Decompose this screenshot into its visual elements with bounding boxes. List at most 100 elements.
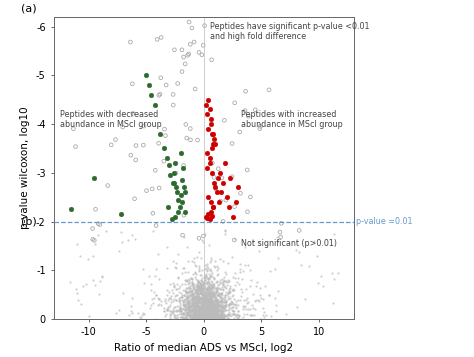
Point [177, 295, 185, 300]
Point [207, 315, 214, 321]
Point [202, 313, 210, 319]
Point [202, 313, 210, 319]
Point [183, 307, 191, 312]
Point [223, 194, 231, 200]
Point [194, 299, 201, 305]
Point [194, 293, 202, 299]
Point [197, 282, 204, 288]
Point [214, 313, 221, 319]
Point [198, 306, 205, 312]
Point [204, 312, 212, 318]
Point [256, 316, 264, 321]
Point [113, 310, 120, 316]
Point [176, 307, 184, 312]
Point [171, 305, 178, 310]
Point [184, 315, 191, 321]
Point [212, 301, 219, 307]
Point [218, 286, 225, 292]
Point [201, 298, 209, 304]
Point [208, 300, 216, 305]
Point [200, 299, 207, 305]
Point [200, 315, 207, 320]
Point [181, 234, 188, 240]
Point [190, 305, 198, 310]
Point [210, 311, 218, 317]
Point [193, 307, 201, 313]
Point [202, 288, 210, 293]
Point [176, 204, 183, 210]
Point [194, 283, 202, 289]
Point [206, 306, 213, 312]
Point [207, 309, 215, 315]
Point [204, 290, 211, 296]
Point [170, 285, 177, 290]
Point [186, 280, 193, 285]
Point [193, 278, 201, 284]
Point [225, 289, 233, 295]
Point [192, 311, 200, 316]
Point [201, 295, 209, 301]
Point [182, 306, 190, 312]
Point [202, 314, 210, 320]
Point [213, 313, 221, 319]
Point [214, 310, 221, 315]
Point [169, 287, 176, 293]
Point [205, 316, 212, 322]
Point [194, 291, 202, 297]
Point [192, 314, 200, 320]
Point [190, 308, 198, 314]
Point [207, 307, 215, 313]
Point [202, 293, 210, 298]
Point [203, 296, 211, 302]
Point [186, 312, 194, 317]
Point [200, 295, 207, 300]
Point [203, 310, 211, 316]
Point [200, 312, 207, 317]
Point [167, 296, 175, 302]
Point [192, 308, 200, 313]
Point [155, 140, 163, 146]
Point [187, 307, 194, 313]
Point [183, 309, 191, 315]
Point [198, 312, 205, 318]
Point [150, 289, 157, 295]
Point [241, 108, 249, 114]
Point [191, 297, 199, 303]
Point [200, 303, 208, 308]
Point [192, 302, 200, 307]
Point [202, 314, 210, 320]
Point [203, 301, 211, 307]
Point [137, 315, 145, 321]
Point [196, 311, 204, 317]
Point [215, 307, 222, 312]
Point [205, 289, 212, 295]
Point [256, 292, 264, 297]
Point [198, 311, 206, 317]
Point [197, 302, 205, 308]
Point [198, 292, 205, 297]
Point [193, 307, 201, 313]
Point [165, 163, 173, 169]
Point [182, 315, 190, 320]
Point [193, 294, 201, 300]
Point [191, 307, 199, 313]
Point [272, 308, 280, 314]
Point [188, 292, 196, 298]
Point [210, 263, 218, 268]
Point [213, 273, 220, 278]
Point [204, 312, 211, 318]
Point [194, 316, 202, 322]
Point [188, 25, 196, 31]
Point [201, 307, 209, 313]
Point [203, 298, 210, 304]
Point [219, 286, 227, 291]
Point [214, 285, 221, 291]
Point [200, 310, 208, 316]
Point [195, 279, 202, 285]
Point [161, 126, 168, 132]
Point [182, 277, 190, 283]
Point [193, 306, 201, 311]
Point [201, 266, 209, 272]
Point [188, 303, 196, 309]
Point [207, 308, 214, 313]
